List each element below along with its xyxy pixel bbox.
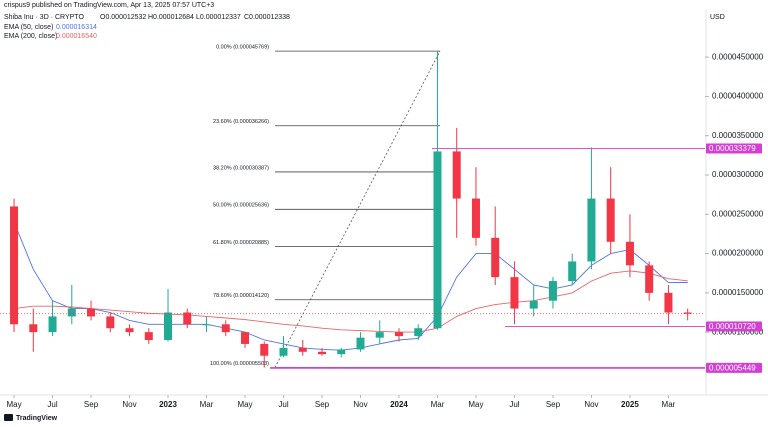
- candle-body: [202, 324, 211, 326]
- watermark: TradingView: [16, 415, 58, 422]
- x-tick-label: Nov: [122, 400, 136, 409]
- candle-body: [67, 308, 76, 317]
- symbol-title: Shiba Inu · 3D · CRYPTO: [4, 14, 84, 21]
- price-tag-label: 0.000005449: [709, 364, 756, 373]
- x-tick-label: May: [6, 400, 21, 409]
- legend-label: EMA (200, close): [4, 33, 57, 40]
- published-note: crispus9 published on TradingView.com, A…: [4, 2, 214, 9]
- candle-body: [48, 316, 57, 333]
- candle-body: [183, 312, 192, 325]
- x-tick-label: Sep: [84, 400, 99, 409]
- x-tick-label: Jul: [509, 400, 519, 409]
- currency: USD: [710, 14, 725, 21]
- tv-logo: TradingView: [4, 414, 58, 422]
- candle-body: [394, 332, 403, 337]
- candle-body: [221, 324, 230, 333]
- candle-body: [87, 308, 96, 317]
- logo-mark: [4, 414, 13, 421]
- x-tick-label: Sep: [315, 400, 330, 409]
- candle-body: [587, 198, 596, 262]
- price-tag: [706, 143, 762, 154]
- price-tag: [706, 362, 762, 373]
- ohlc-readout: L0.000012337: [196, 14, 241, 21]
- candle-body: [491, 237, 500, 278]
- candle-body: [29, 324, 38, 333]
- fib-label: 100.00% (0.000005503): [210, 361, 269, 367]
- candle-body: [279, 347, 288, 356]
- ohlc-readout: C0.000012338: [244, 14, 290, 21]
- candle-body: [471, 198, 480, 238]
- candle-body: [625, 241, 634, 266]
- candle-body: [645, 265, 654, 293]
- fib-label: 23.60% (0.000036266): [213, 119, 269, 125]
- ohlc-readout: O0.000012532: [100, 14, 146, 21]
- candle-body: [568, 261, 577, 282]
- x-tick-label: 2023: [159, 400, 177, 409]
- y-tick-label: 0.0000400000: [712, 92, 764, 101]
- x-tick-label: Nov: [584, 400, 598, 409]
- price-tag-label: 0.000010720: [709, 322, 756, 331]
- candle-body: [337, 349, 346, 355]
- y-tick-label: 0.0000200000: [712, 249, 764, 258]
- legend-value: 0.000016540: [56, 33, 97, 40]
- x-tick-label: Mar: [200, 400, 214, 409]
- fib-label: 0.00% (0.000045769): [216, 45, 269, 51]
- candle-body: [510, 277, 519, 309]
- candle-body: [125, 328, 134, 333]
- y-tick-label: 0.0000250000: [712, 209, 764, 218]
- x-tick-label: Jul: [47, 400, 57, 409]
- x-tick-label: May: [237, 400, 252, 409]
- x-tick-label: 2024: [390, 400, 408, 409]
- ohlc-readout: H0.000012684: [148, 14, 194, 21]
- candle-body: [241, 332, 250, 344]
- y-tick-label: 0.0000300000: [712, 170, 764, 179]
- ema-line: [13, 221, 688, 351]
- fib-label: 61.80% (0.000020885): [213, 240, 269, 246]
- x-tick-label: Mar: [431, 400, 445, 409]
- y-tick-label: 0.0000450000: [712, 52, 764, 61]
- fib-label: 50.00% (0.000025636): [213, 203, 269, 209]
- candle-body: [606, 198, 615, 242]
- x-tick-label: Sep: [546, 400, 561, 409]
- candle-body: [317, 351, 326, 355]
- y-tick-label: 0.0000100000: [712, 327, 764, 336]
- candle-body: [10, 206, 19, 325]
- x-tick-label: Mar: [662, 400, 676, 409]
- legend-label: EMA (50, close): [4, 24, 53, 31]
- candle-body: [683, 312, 692, 314]
- candle-body: [529, 300, 538, 309]
- candle-body: [414, 328, 423, 337]
- fib-label: 78.60% (0.000014120): [213, 293, 269, 299]
- candle-body: [664, 292, 673, 313]
- axes: 0.0000100000 0.0000150000 0.0000200000 0.00…: [6, 52, 763, 409]
- candle-body: [298, 347, 307, 352]
- candle-body: [356, 337, 365, 350]
- candle-body: [164, 312, 173, 340]
- price-tag-label: 0.000033379: [709, 144, 756, 153]
- candle-body: [452, 151, 461, 199]
- y-tick-label: 0.0000350000: [712, 131, 764, 140]
- candle-body: [433, 151, 442, 329]
- y-tick-label: 0.0000150000: [712, 288, 764, 297]
- fib-trend-line: [274, 50, 441, 368]
- fib-label: 38.20% (0.000030387): [213, 165, 269, 171]
- legend-value: 0.000016314: [56, 24, 97, 31]
- x-tick-label: 2025: [621, 400, 639, 409]
- candle-body: [375, 332, 384, 338]
- candle-body: [548, 281, 557, 301]
- ema-line: [13, 270, 688, 333]
- x-tick-label: May: [468, 400, 483, 409]
- candle-body: [106, 316, 115, 329]
- x-tick-label: Jul: [278, 400, 288, 409]
- price-tag: [706, 321, 762, 332]
- x-tick-label: Nov: [353, 400, 367, 409]
- candle-body: [260, 343, 269, 356]
- candle-body: [144, 332, 153, 340]
